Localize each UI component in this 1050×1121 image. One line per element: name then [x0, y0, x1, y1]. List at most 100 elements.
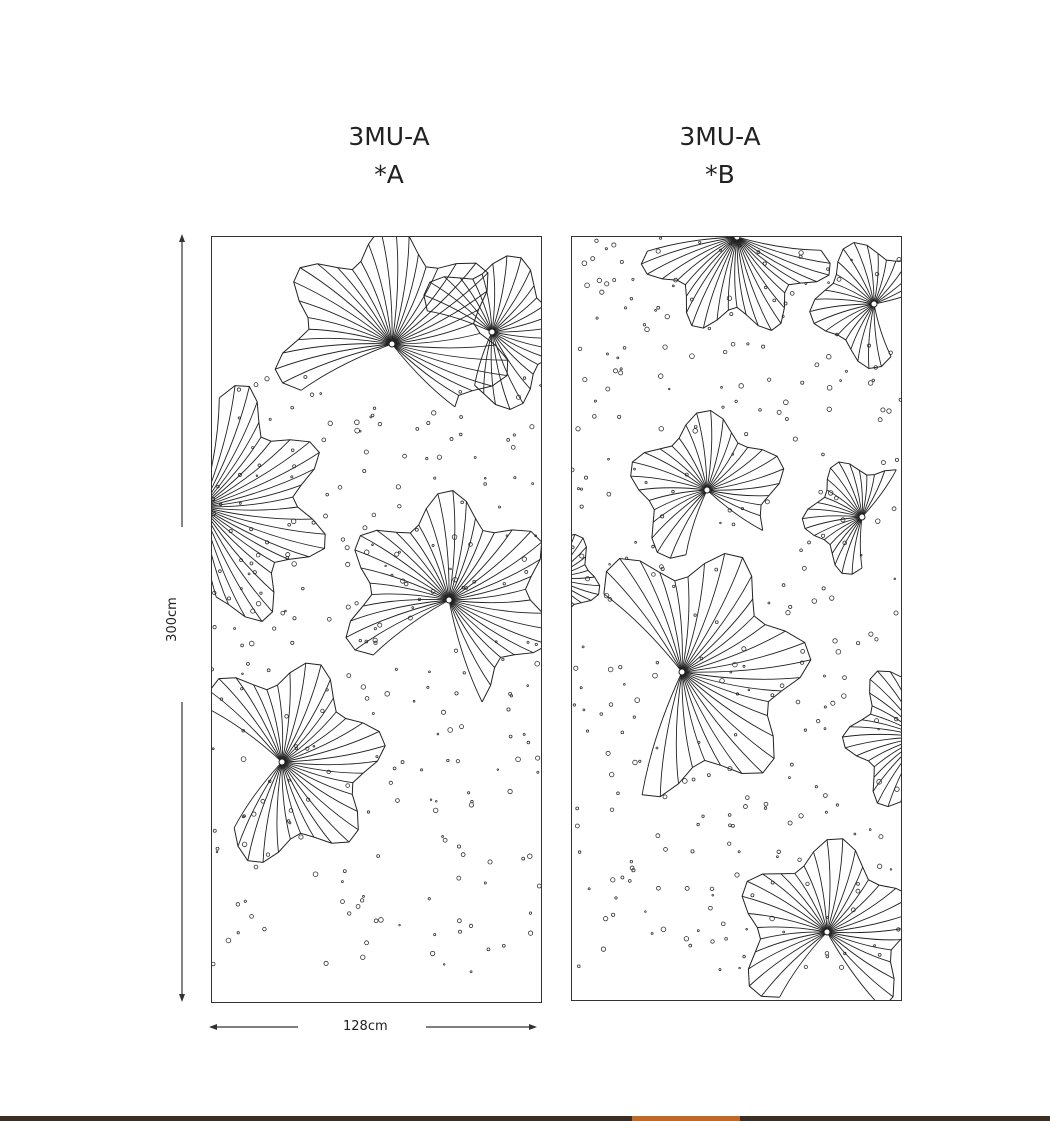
dot: [303, 375, 308, 379]
dot: [469, 970, 473, 974]
dot: [614, 896, 618, 900]
dot: [788, 604, 793, 609]
dot: [378, 917, 384, 923]
dot: [801, 565, 807, 571]
dot: [683, 936, 690, 942]
dot: [781, 583, 786, 587]
dot: [741, 646, 747, 652]
dot: [377, 622, 383, 628]
dot: [623, 683, 626, 686]
dot: [375, 755, 379, 759]
dot: [522, 376, 527, 380]
dot: [364, 696, 370, 701]
dot: [362, 468, 367, 473]
dot: [592, 414, 597, 419]
dot: [767, 377, 772, 382]
dot: [403, 581, 409, 587]
dot: [264, 376, 270, 382]
dot: [362, 525, 368, 531]
dot: [321, 437, 327, 443]
dot: [746, 342, 750, 346]
dot: [711, 893, 715, 897]
dot: [240, 687, 244, 691]
dot: [868, 828, 872, 831]
dot: [212, 667, 214, 672]
dot: [255, 552, 261, 558]
dot: [528, 930, 534, 936]
dot: [797, 857, 802, 862]
dot: [692, 428, 698, 434]
dot: [584, 282, 590, 289]
dot: [763, 806, 768, 810]
dot: [594, 238, 599, 243]
dot: [345, 561, 351, 567]
dot: [456, 844, 461, 849]
dot: [337, 485, 343, 490]
dot: [501, 657, 505, 662]
dot: [265, 852, 271, 857]
dot: [608, 702, 614, 707]
dot: [698, 240, 702, 244]
dot: [527, 853, 533, 859]
dot: [825, 954, 830, 959]
dot: [360, 684, 366, 690]
dot: [501, 943, 506, 948]
dot: [772, 298, 777, 303]
dot: [785, 610, 791, 616]
dot: [798, 254, 803, 259]
dot: [853, 832, 857, 836]
dot: [212, 625, 217, 630]
dot: [426, 685, 430, 689]
dot: [835, 649, 842, 655]
dot: [388, 780, 393, 785]
dot: [608, 563, 611, 566]
dot: [631, 868, 636, 873]
dot: [325, 492, 329, 497]
dot: [764, 499, 770, 505]
dot: [856, 882, 860, 886]
dot: [844, 369, 848, 373]
dot: [818, 489, 823, 495]
dot: [737, 850, 741, 854]
dot: [622, 346, 627, 350]
dot: [603, 916, 609, 922]
dot: [266, 668, 271, 673]
dot: [345, 783, 350, 788]
dot: [651, 544, 655, 549]
dot: [707, 326, 711, 331]
dot: [342, 869, 347, 873]
dot: [682, 778, 688, 784]
dot: [732, 661, 738, 668]
dot: [372, 406, 377, 410]
dot: [840, 517, 846, 523]
dot: [652, 672, 658, 679]
leaf-fan: [345, 490, 541, 703]
dot: [828, 490, 834, 496]
dot: [454, 691, 459, 696]
dot: [290, 448, 295, 452]
dot: [596, 277, 602, 284]
dot: [616, 791, 620, 796]
dot: [262, 926, 267, 932]
dot: [575, 806, 580, 811]
dot: [340, 537, 346, 542]
dot: [688, 943, 693, 948]
dot: [575, 823, 580, 829]
dot: [758, 408, 762, 412]
dot: [358, 638, 362, 643]
panel-a-pattern: [212, 237, 541, 974]
dot: [659, 564, 664, 569]
dot: [372, 637, 378, 643]
dot: [893, 577, 897, 581]
dot: [761, 344, 766, 349]
dot: [341, 880, 344, 883]
dot: [447, 727, 453, 733]
dot: [644, 481, 648, 485]
dot: [620, 875, 625, 880]
panel-a: [211, 236, 542, 1003]
dot: [620, 730, 625, 735]
dot: [431, 410, 437, 416]
dot: [826, 267, 830, 271]
dot: [631, 277, 635, 281]
dot: [604, 281, 610, 287]
